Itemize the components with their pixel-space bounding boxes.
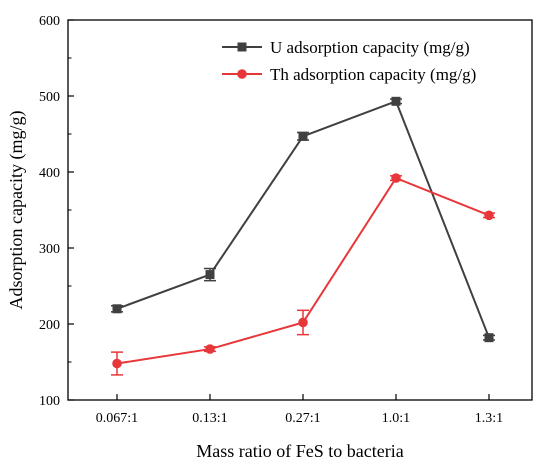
y-axis-title: Adsorption capacity (mg/g)	[6, 111, 27, 310]
y-tick-label: 600	[39, 14, 60, 29]
data-point	[298, 317, 308, 328]
data-point	[484, 210, 494, 221]
legend-label: U adsorption capacity (mg/g)	[270, 38, 470, 57]
data-point	[298, 131, 308, 141]
data-point	[112, 304, 122, 314]
y-tick-label: 300	[39, 242, 60, 257]
legend-label: Th adsorption capacity (mg/g)	[270, 65, 476, 84]
data-point	[484, 333, 494, 343]
y-tick-label: 500	[39, 90, 60, 105]
x-axis-title: Mass ratio of FeS to bacteria	[196, 441, 403, 461]
y-tick-label: 200	[39, 318, 60, 333]
x-axis-ticks: 0.067:1 0.13:1 0.27:1 1.0:1 1.3:1	[96, 394, 503, 426]
series-layer	[111, 96, 495, 376]
x-tick-label: 0.13:1	[192, 411, 227, 426]
data-point	[391, 96, 401, 106]
legend-marker	[237, 42, 247, 52]
series-2	[111, 173, 495, 376]
data-point	[391, 173, 401, 183]
data-point	[112, 358, 122, 369]
x-tick-label: 1.0:1	[382, 411, 410, 426]
series-line	[116, 176, 490, 365]
legend-marker	[237, 69, 247, 79]
data-point	[205, 344, 215, 354]
y-tick-label: 100	[39, 394, 60, 409]
x-tick-label: 1.3:1	[475, 411, 503, 426]
series-1	[111, 96, 495, 343]
x-tick-label: 0.27:1	[285, 411, 320, 426]
legend: U adsorption capacity (mg/g) Th adsorptio…	[222, 38, 476, 84]
data-point	[205, 270, 215, 280]
x-tick-label: 0.067:1	[96, 411, 138, 426]
y-axis-ticks: 100 200 300 400 500 600	[39, 14, 74, 409]
y-tick-label: 400	[39, 166, 60, 181]
